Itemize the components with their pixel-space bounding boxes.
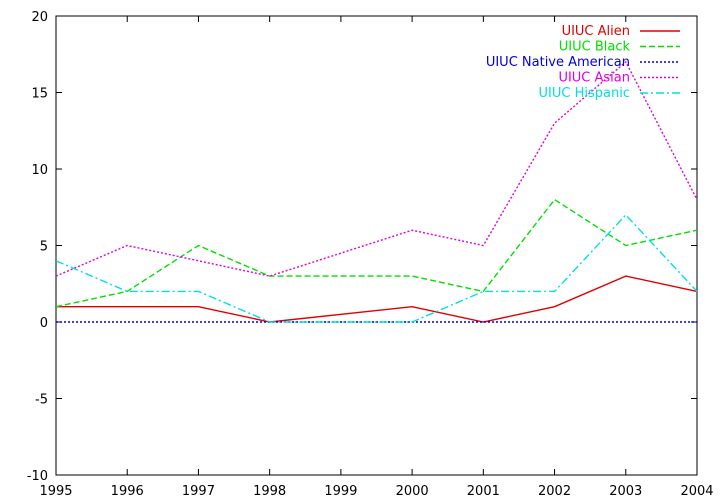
x-tick-label: 2000	[396, 484, 429, 499]
x-tick-label: 1997	[182, 484, 215, 499]
legend-label: UIUC Asian	[558, 71, 630, 86]
y-tick-label: -5	[35, 393, 48, 408]
y-tick-label: 20	[31, 10, 48, 25]
series-line-uiuc-asian	[55, 60, 698, 277]
x-tick-label: 2001	[467, 484, 500, 499]
y-tick-label: 5	[40, 240, 48, 255]
x-tick-label: 1995	[39, 484, 72, 499]
series-line-uiuc-hispanic	[55, 213, 698, 323]
x-tick-label: 1996	[111, 484, 144, 499]
x-tick-label: 1998	[253, 484, 286, 499]
series-layer	[55, 60, 698, 323]
y-tick-label: 0	[40, 316, 48, 331]
x-tick-label: 1999	[324, 484, 357, 499]
x-tick-label: 2002	[538, 484, 571, 499]
legend-label: UIUC Native American	[486, 55, 630, 70]
series-line-uiuc-alien	[56, 275, 698, 323]
legend-label: UIUC Hispanic	[539, 86, 630, 101]
y-tick-label: 10	[31, 163, 48, 178]
y-tick-label: -10	[27, 469, 48, 484]
y-tick-label: 15	[31, 87, 48, 102]
legend-label: UIUC Alien	[562, 24, 630, 39]
legend-label: UIUC Black	[559, 40, 631, 55]
x-tick-label: 2003	[609, 484, 642, 499]
series-line-uiuc-black	[55, 198, 698, 308]
axis-layer: -10 -5 0 5 10 15 20 1995 1996 1997 1998 1999 2000 200…	[27, 10, 714, 499]
x-tick-label: 2004	[680, 484, 713, 499]
